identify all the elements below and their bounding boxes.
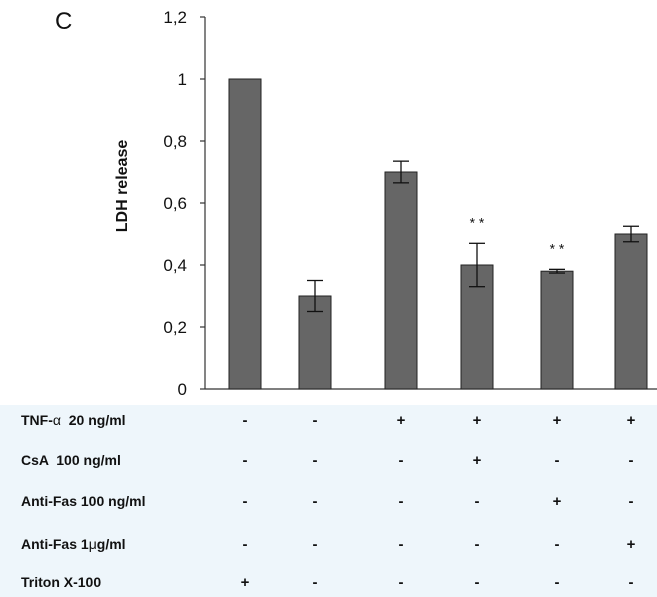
condition-symbol: -	[475, 574, 480, 591]
condition-symbol: -	[313, 536, 318, 553]
condition-symbol: +	[553, 412, 562, 429]
condition-symbol: +	[473, 412, 482, 429]
condition-symbol: -	[243, 412, 248, 429]
condition-symbol: +	[473, 452, 482, 469]
row-label: Triton X-100	[21, 574, 101, 590]
condition-table: TNF-α 20 ng/ml - - + + + + CsA 100 ng/ml - - - + - - A…	[21, 412, 636, 591]
condition-symbol: -	[629, 452, 634, 469]
condition-symbol: -	[243, 493, 248, 510]
condition-symbol: -	[399, 574, 404, 591]
condition-symbol: -	[313, 452, 318, 469]
condition-symbol: -	[555, 574, 560, 591]
significance-marker: * *	[550, 240, 565, 256]
condition-symbol: -	[243, 452, 248, 469]
row-label: TNF-α 20 ng/ml	[21, 412, 126, 428]
y-tick-label: 0,4	[163, 256, 187, 275]
significance-marker: * *	[470, 214, 485, 230]
y-tick-label: 1	[178, 70, 187, 89]
bar	[540, 270, 574, 390]
condition-symbol: -	[475, 536, 480, 553]
y-tick-label: 0,8	[163, 132, 187, 151]
condition-symbol: +	[241, 574, 250, 591]
condition-symbol: -	[399, 452, 404, 469]
row-label: CsA 100 ng/ml	[21, 452, 121, 468]
condition-symbol: +	[397, 412, 406, 429]
y-tick-label: 1,2	[163, 8, 187, 27]
condition-symbol: -	[313, 493, 318, 510]
condition-symbol: +	[553, 493, 562, 510]
condition-symbol: -	[629, 493, 634, 510]
y-tick-label: 0,6	[163, 194, 187, 213]
panel-label: C	[55, 8, 72, 35]
table-background	[0, 405, 657, 597]
bar	[614, 233, 648, 390]
condition-symbol: -	[399, 536, 404, 553]
condition-symbol: -	[399, 493, 404, 510]
y-tick-label: 0	[178, 380, 187, 399]
condition-symbol: -	[555, 452, 560, 469]
row-label: Anti-Fas 100 ng/ml	[21, 493, 145, 509]
condition-symbol: -	[475, 493, 480, 510]
condition-symbol: -	[629, 574, 634, 591]
bar	[384, 171, 418, 390]
condition-symbol: +	[627, 536, 636, 553]
bars: * * * *	[228, 78, 648, 390]
row-label: Anti-Fas 1μg/ml	[21, 536, 126, 552]
y-axis-label: LDH release	[114, 140, 131, 233]
condition-symbol: -	[555, 536, 560, 553]
y-ticks: 0 0,2 0,4 0,6 0,8 1 1,2	[163, 8, 205, 399]
condition-symbol: -	[243, 536, 248, 553]
condition-symbol: +	[627, 412, 636, 429]
y-tick-label: 0,2	[163, 318, 187, 337]
condition-symbol: -	[313, 574, 318, 591]
bar	[228, 78, 262, 390]
condition-symbol: -	[313, 412, 318, 429]
